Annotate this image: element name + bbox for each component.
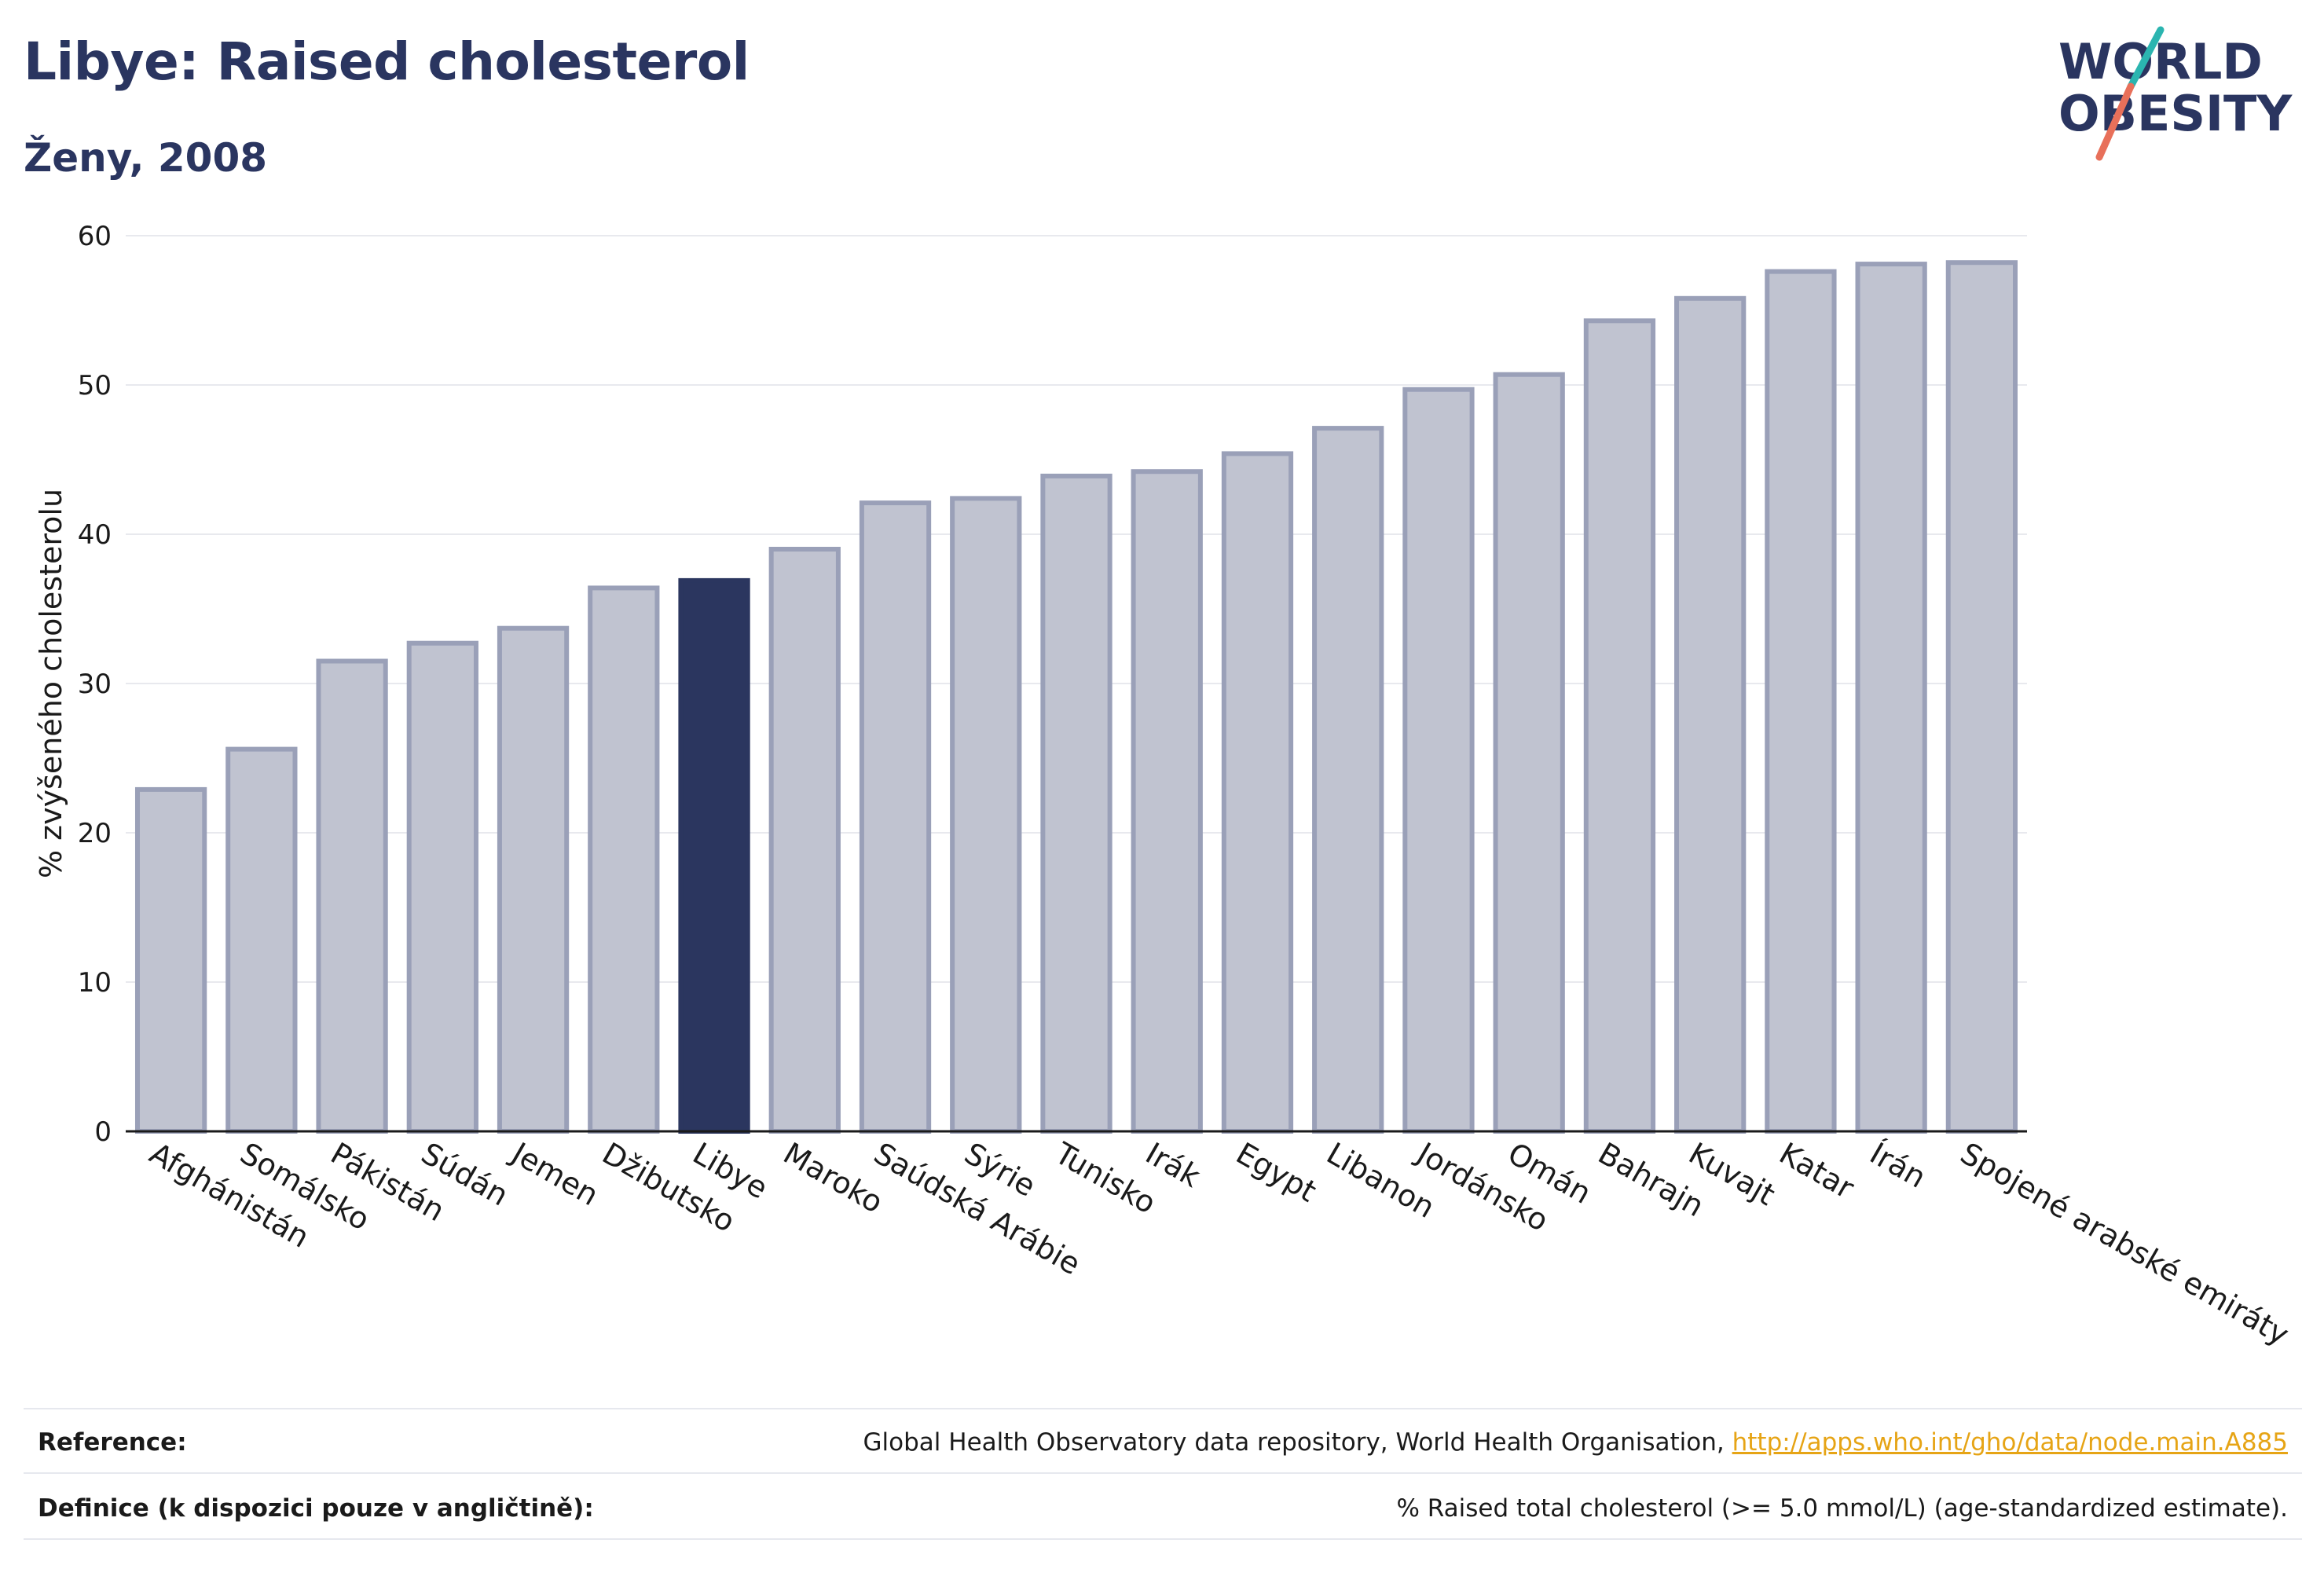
footer-rule-top (24, 1408, 2302, 1409)
bar (950, 496, 1022, 1134)
logo-obesity-text: OBESITY (2058, 85, 2293, 142)
chart-title: Libye: Raised cholesterol (24, 31, 750, 92)
world-obesity-logo: WORLD OBESITY (2058, 26, 2293, 161)
bar (1040, 473, 1113, 1134)
bar (406, 640, 478, 1134)
bar (1855, 262, 1927, 1134)
y-tick-label: 10 (78, 967, 112, 999)
reference-row: Reference: Global Health Observatory dat… (24, 1428, 2302, 1460)
chart-subtitle: Ženy, 2008 (24, 135, 268, 181)
definition-text: % Raised total cholesterol (>= 5.0 mmol/… (1396, 1494, 2288, 1523)
logo-world-text: WORLD (2058, 33, 2263, 90)
reference-label: Reference: (38, 1428, 187, 1457)
bar (1945, 260, 2018, 1134)
bar (1221, 451, 1294, 1134)
reference-text: Global Health Observatory data repositor… (863, 1428, 1732, 1457)
bar (316, 658, 388, 1134)
definition-label: Definice (k dispozici pouze v angličtině… (38, 1494, 594, 1523)
y-tick-label: 30 (78, 669, 112, 700)
bar (1312, 426, 1384, 1134)
y-tick-label: 0 (94, 1116, 112, 1148)
y-tick-label: 20 (78, 818, 112, 849)
bars (134, 260, 2018, 1134)
x-category-label: Írán (1864, 1136, 1932, 1195)
bar (1493, 372, 1565, 1134)
bar (1131, 469, 1203, 1134)
logo-slash-teal (2127, 26, 2165, 90)
footer-rule-mid (24, 1472, 2302, 1474)
reference-value: Global Health Observatory data repositor… (863, 1428, 2288, 1457)
y-axis-ticks: 0 10 20 30 40 50 60 (78, 221, 112, 1148)
x-category-label: Jemen (504, 1135, 604, 1213)
x-category-label: Egypt (1230, 1136, 1322, 1209)
footer-rule-bottom (24, 1538, 2302, 1540)
bar (768, 547, 841, 1134)
x-axis-labels: AfghánistánSomálskoPákistánSúdánJemenDži… (144, 1135, 2295, 1352)
x-category-label: Tunisko (1049, 1135, 1162, 1221)
bar (134, 786, 207, 1134)
x-category-label: Spojené arabské emiráty (1955, 1136, 2295, 1352)
bar (1402, 387, 1475, 1134)
bar (225, 746, 298, 1134)
y-tick-label: 40 (78, 519, 112, 551)
bar (1765, 269, 1837, 1134)
y-tick-label: 50 (78, 370, 112, 401)
bar-chart: 0 10 20 30 40 50 60 AfghánistánSomálskoPákistá… (34, 221, 2295, 1352)
y-tick-label: 60 (78, 221, 112, 252)
bar (588, 585, 660, 1134)
x-category-label: Maroko (778, 1136, 889, 1220)
bar (497, 625, 570, 1134)
reference-link[interactable]: http://apps.who.int/gho/data/node.main.A… (1732, 1428, 2288, 1457)
logo-slash-coral (2095, 82, 2135, 161)
y-axis-title: % zvýšeného cholesterolu (34, 489, 68, 878)
bar-highlighted (678, 577, 750, 1134)
x-category-label: Katar (1773, 1136, 1860, 1206)
definition-row: Definice (k dispozici pouze v angličtině… (24, 1494, 2302, 1526)
bar (1674, 295, 1747, 1134)
bar (1583, 318, 1656, 1134)
bar (859, 500, 932, 1134)
